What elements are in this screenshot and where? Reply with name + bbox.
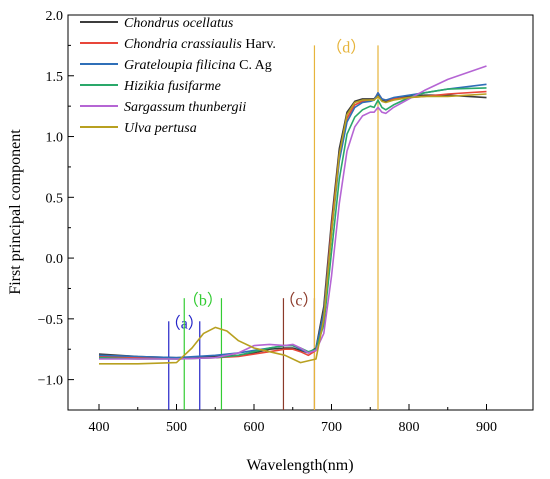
y-tick-label: 0.5: [46, 191, 64, 206]
x-tick-label: 400: [89, 420, 110, 435]
x-axis-title: Wavelength(nm): [246, 457, 353, 474]
legend-entry: Chondria crassiaulis Harv.: [124, 37, 276, 52]
series-line: [99, 65, 487, 360]
legend-entry: Grateloupia filicina C. Ag: [124, 58, 272, 73]
y-tick-label: 1.5: [46, 70, 64, 85]
region-label: （d）: [326, 39, 366, 57]
x-tick-label: 800: [399, 420, 420, 435]
y-tick-label: 1.0: [46, 131, 64, 146]
legend-entry: Ulva pertusa: [124, 121, 197, 136]
y-axis-title: First principal component: [7, 129, 24, 295]
x-tick-label: 900: [476, 420, 497, 435]
legend-entry: Chondrus ocellatus: [124, 16, 234, 31]
legend-entry: Hizikia fusifarme: [123, 79, 221, 94]
y-tick-label: −0.5: [38, 313, 63, 328]
series-line: [98, 87, 487, 360]
series-layer: [98, 65, 487, 365]
x-axis: 400 500 600 700 800 900: [89, 404, 497, 435]
region-label: （b）: [183, 291, 223, 309]
x-tick-label: 500: [166, 420, 187, 435]
legend: Chondrus ocellatus Chondria crassiaulis H…: [80, 16, 276, 136]
region-label: （c）: [279, 291, 318, 309]
series-line: [99, 93, 487, 365]
y-tick-label: −1.0: [38, 374, 63, 389]
plot-area: [67, 14, 534, 411]
x-tick-label: 700: [321, 420, 342, 435]
y-axis: −1.0 −0.5 0.0 0.5 1.0 1.5 2.0: [38, 9, 74, 389]
legend-entry: Sargassum thunbergii: [124, 100, 246, 115]
plot-frame: [67, 14, 534, 411]
x-tick-label: 600: [244, 420, 265, 435]
regions-layer: （a）（b） （c）（d）: [165, 39, 379, 410]
y-tick-label: 0.0: [46, 252, 64, 267]
y-tick-label: 2.0: [46, 9, 64, 24]
